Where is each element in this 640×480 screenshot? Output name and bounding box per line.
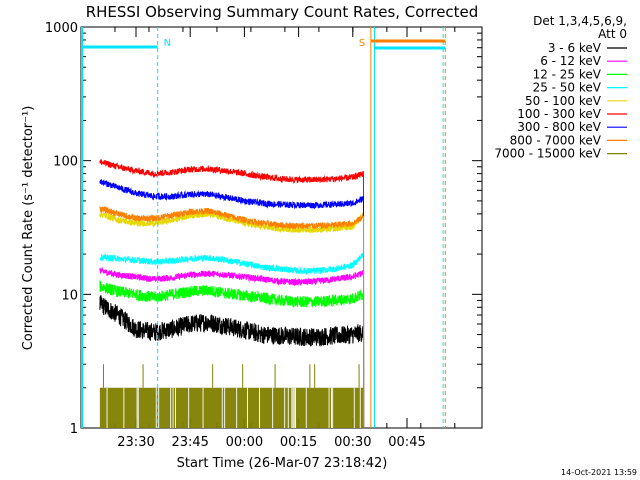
series-line-2: [99, 280, 365, 427]
chart-title: RHESSI Observing Summary Count Rates, Co…: [86, 3, 479, 21]
y-tick-label: 10: [61, 288, 78, 303]
series-bars-olive: [99, 387, 364, 428]
legend-label-5: 100 - 300 keV: [517, 107, 601, 121]
series-line-7: [99, 205, 365, 427]
legend-label-6: 300 - 800 keV: [517, 120, 601, 134]
legend-label-8: 7000 - 15000 keV: [494, 147, 601, 161]
series-line-3: [99, 252, 365, 427]
legend-header: Det 1,3,4,5,6,9,: [533, 14, 627, 28]
y-axis-label: Corrected Count Rate (s⁻¹ detector⁻¹): [21, 106, 36, 351]
footer-timestamp: 14-Oct-2021 13:59: [561, 468, 637, 477]
x-tick-label: 00:00: [226, 435, 263, 450]
x-tick-label: 00:30: [334, 435, 371, 450]
legend-label-3: 25 - 50 keV: [533, 81, 602, 95]
y-tick-label: 100: [53, 155, 78, 170]
legend-label-4: 50 - 100 keV: [525, 94, 602, 108]
series-line-0: [99, 295, 365, 427]
x-tick-label: 00:15: [280, 435, 317, 450]
series-line-6: [99, 179, 365, 427]
x-tick-label: 23:30: [117, 435, 154, 450]
legend-label-0: 3 - 6 keV: [548, 41, 602, 55]
series-line-4: [99, 210, 365, 427]
x-tick-label: 23:45: [171, 435, 208, 450]
legend-label-1: 6 - 12 keV: [540, 54, 602, 68]
annotation-label-N: N: [164, 38, 171, 49]
legend-subheader: Att 0: [598, 27, 627, 41]
plot-area: 1 10 100 1000 23:30 23:45 00:00 00:15 00:30 00:45…: [45, 21, 483, 450]
y-tick-label: 1: [70, 422, 78, 437]
annotation-label-S: S: [359, 38, 365, 49]
legend-label-2: 12 - 25 keV: [533, 67, 602, 81]
series-line-5: [99, 159, 365, 427]
x-axis-label: Start Time (26-Mar-07 23:18:42): [177, 456, 388, 471]
y-tick-label: 1000: [45, 21, 78, 36]
x-tick-label: 00:45: [388, 435, 425, 450]
series-line-1: [99, 266, 365, 427]
legend-label-7: 800 - 7000 keV: [510, 133, 602, 147]
